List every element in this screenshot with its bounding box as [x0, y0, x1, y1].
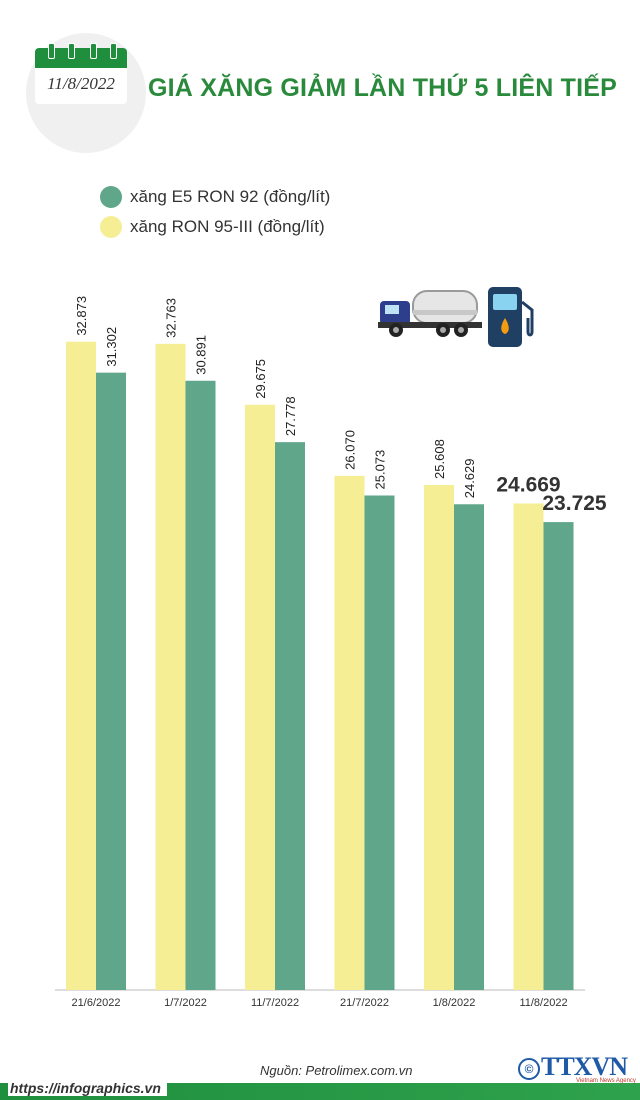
legend-item-e5: xăng E5 RON 92 (đồng/lít) — [100, 186, 420, 208]
data-label-e5-3: 25.073 — [373, 450, 388, 490]
data-label-ron95-1: 32.763 — [164, 298, 179, 338]
calendar-page — [35, 68, 127, 104]
bar-ron95-0 — [66, 341, 96, 990]
calendar-icon — [35, 48, 127, 68]
ttxvn-logo: TTXVN — [541, 1052, 628, 1081]
data-label-ron95-4: 25.608 — [432, 439, 447, 479]
data-label-e5-4: 24.629 — [462, 458, 477, 498]
x-tick-label-2: 11/7/2022 — [251, 997, 299, 1009]
x-tick-label-5: 11/8/2022 — [519, 997, 567, 1009]
bar-e5-5 — [543, 522, 574, 990]
calendar-ring — [48, 43, 55, 59]
legend-item-ron95: xăng RON 95-III (đồng/lít) — [100, 216, 420, 238]
copyright-icon: © — [518, 1058, 540, 1080]
legend-swatch-ron95 — [100, 216, 122, 238]
data-label-e5-1: 30.891 — [194, 335, 209, 375]
data-label-ron95-0: 32.873 — [74, 296, 89, 336]
x-tick-label-1: 1/7/2022 — [164, 997, 207, 1009]
bar-ron95-3 — [334, 475, 365, 990]
data-label-ron95-2: 29.675 — [253, 359, 268, 399]
date-label: 11/8/2022 — [47, 74, 115, 93]
bar-e5-3 — [364, 495, 395, 990]
bar-e5-4 — [454, 504, 484, 990]
bar-ron95-2 — [245, 404, 275, 990]
calendar-ring — [68, 43, 75, 59]
ttxvn-logo-subtitle: Vietnam News Agency — [576, 1078, 636, 1084]
bar-e5-0 — [96, 372, 126, 990]
fuel-pump-icon — [488, 287, 534, 347]
page-title: GIÁ XĂNG GIẢM LẦN THỨ 5 LIÊN TIẾP — [148, 74, 618, 102]
source-note: Nguồn: Petrolimex.com.vn — [260, 1063, 413, 1078]
legend-swatch-e5 — [100, 186, 122, 208]
data-label-e5-5: 23.725 — [542, 492, 607, 515]
bar-e5-1 — [185, 380, 216, 990]
data-label-ron95-3: 26.070 — [343, 430, 358, 470]
tanker-truck-icon — [378, 290, 482, 337]
x-tick-label-3: 21/7/2022 — [340, 997, 389, 1009]
calendar-ring — [90, 43, 97, 59]
data-label-ron95-5: 24.669 — [496, 473, 560, 496]
bar-e5-2 — [275, 442, 305, 990]
bar-ron95-4 — [424, 484, 454, 990]
footer-url-link[interactable]: https://infographics.vn — [8, 1080, 167, 1096]
data-label-e5-2: 27.778 — [283, 396, 298, 436]
data-label-e5-0: 31.302 — [104, 327, 119, 367]
bar-ron95-1 — [155, 343, 186, 990]
x-tick-label-0: 21/6/2022 — [72, 997, 121, 1009]
calendar-ring — [110, 43, 117, 59]
bar-ron95-5 — [513, 503, 544, 990]
legend-label-ron95: xăng RON 95-III (đồng/lít) — [130, 217, 325, 236]
x-tick-label-4: 1/8/2022 — [433, 997, 476, 1009]
bar-chart: 32.873 31.302 32.763 30.891 29.675 27.778 26.0… — [55, 287, 607, 1009]
legend-label-e5: xăng E5 RON 92 (đồng/lít) — [130, 187, 331, 206]
